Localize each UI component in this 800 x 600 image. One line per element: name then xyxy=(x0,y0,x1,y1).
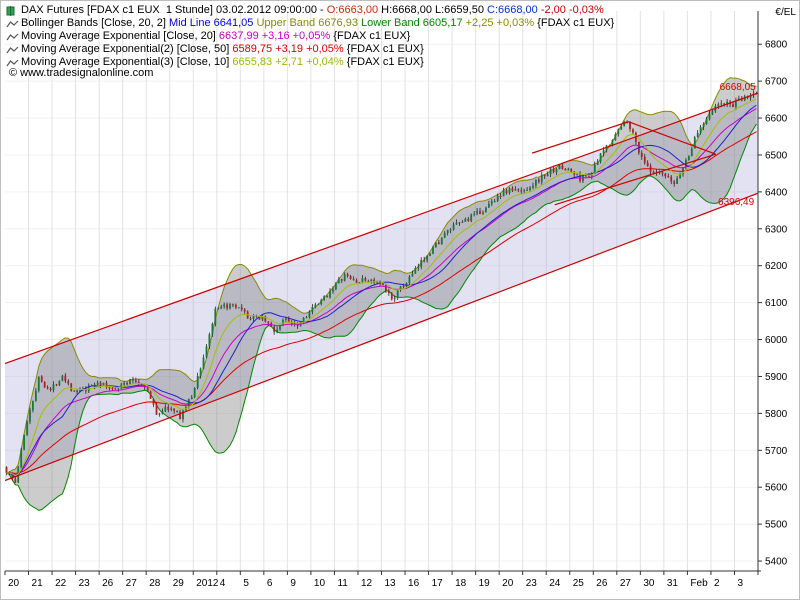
bollinger-legend-line[interactable]: Bollinger Bands [Close, 20, 2] Mid Line … xyxy=(6,17,614,30)
indicator-icon xyxy=(6,32,21,42)
ema10-legend-line[interactable]: Moving Average Exponential(3) [Close, 10… xyxy=(6,56,614,69)
instrument-icon xyxy=(6,5,21,16)
y-axis-tick-label: 5800 xyxy=(765,409,788,420)
y-axis-tick-label: 6200 xyxy=(765,261,788,272)
x-axis-tick-label: 17 xyxy=(432,578,444,589)
trendline-price-label: 6668,05 xyxy=(720,82,757,93)
legend-text: Moving Average Exponential [Close, 20] xyxy=(21,30,219,42)
y-axis-tick-label: 6400 xyxy=(765,187,788,198)
axis-unit-label: €/EL xyxy=(775,7,796,18)
y-axis-tick-label: 6100 xyxy=(765,298,788,309)
price-labels: 6668,05 6396,49 xyxy=(718,82,756,208)
y-axis-tick-label: 6500 xyxy=(765,150,788,161)
pennant-upper[interactable] xyxy=(628,121,717,155)
x-axis-tick-label: 2 xyxy=(714,578,720,589)
x-axis-tick-label: 27 xyxy=(620,578,632,589)
legend-text: {FDAX c1 EUX} xyxy=(346,43,424,55)
y-axis-tick-label: 5400 xyxy=(765,557,788,568)
x-axis-tick-label: 4 xyxy=(220,578,226,589)
legend-text: DAX Futures [FDAX c1 EUX 1 Stunde] 03.02… xyxy=(21,4,327,16)
channel-upper[interactable] xyxy=(5,92,758,365)
x-axis-tick-label: 19 xyxy=(479,578,491,589)
y-axis-tick-label: 6000 xyxy=(765,335,788,346)
ema50-legend-line[interactable]: Moving Average Exponential(2) [Close, 50… xyxy=(6,43,614,56)
x-axis-tick-label: 11 xyxy=(337,578,348,589)
moving-average-lines xyxy=(6,98,757,478)
x-axis-tick-label: 26 xyxy=(102,578,114,589)
x-axis-tick-label: 5 xyxy=(243,578,249,589)
y-axis-tick-label: 5900 xyxy=(765,372,788,383)
x-axis-tick-label: 2012 xyxy=(196,578,219,589)
legend-text: Bollinger Bands [Close, 20, 2] xyxy=(21,17,169,29)
indicator-icon xyxy=(6,45,21,55)
x-axis-tick-label: 12 xyxy=(361,578,373,589)
x-axis-tick-label: 9 xyxy=(290,578,296,589)
trendline-price-label: 6396,49 xyxy=(718,197,755,208)
x-axis-tick-label: 25 xyxy=(573,578,585,589)
x-axis-tick-label: 23 xyxy=(79,578,91,589)
legend-text: Mid Line 6641,05 xyxy=(168,17,257,29)
x-axis-tick-label: 18 xyxy=(455,578,467,589)
legend-text: Moving Average Exponential(2) [Close, 50… xyxy=(21,43,233,55)
legend-text: {FDAX c1 EUX} xyxy=(537,17,615,29)
x-axis-tick-label: 26 xyxy=(596,578,608,589)
x-axis-tick-label: 3 xyxy=(737,578,743,589)
indicator-icon xyxy=(6,19,21,29)
pennant-left[interactable] xyxy=(531,121,629,154)
x-axis-tick-label: 30 xyxy=(643,578,655,589)
legend-text: -2,00 -0,03% xyxy=(540,4,604,16)
x-axis-tick-label: 6 xyxy=(267,578,273,589)
instrument-legend-line[interactable]: DAX Futures [FDAX c1 EUX 1 Stunde] 03.02… xyxy=(6,4,614,17)
legend-text: O:6663,00 xyxy=(326,4,382,16)
legend-text: L:6659,50 xyxy=(435,4,487,16)
legend-text: +2,25 +0,03% xyxy=(465,17,538,29)
x-axis-tick-label: 20 xyxy=(502,578,514,589)
x-axis-tick-label: 16 xyxy=(408,578,420,589)
x-axis-tick-label: 10 xyxy=(314,578,326,589)
ema20-legend-line[interactable]: Moving Average Exponential [Close, 20] 6… xyxy=(6,30,614,43)
y-axis-tick-label: 5700 xyxy=(765,446,788,457)
x-axis-tick-label: 22 xyxy=(55,578,67,589)
y-axis-tick-label: 5500 xyxy=(765,520,788,531)
x-axis-tick-label: 21 xyxy=(32,578,44,589)
x-axis-tick-label: Feb xyxy=(690,578,708,589)
legend-text: Upper Band 6676,93 xyxy=(256,17,362,29)
legend-text: Lower Band 6605,17 xyxy=(361,17,466,29)
x-axis-tick-label: 23 xyxy=(526,578,538,589)
x-axis-tick-label: 13 xyxy=(385,578,397,589)
chart-legend: DAX Futures [FDAX c1 EUX 1 Stunde] 03.02… xyxy=(6,4,614,69)
legend-text: H:6668,00 xyxy=(381,4,435,16)
y-axis-tick-label: 6800 xyxy=(765,40,788,51)
legend-text: {FDAX c1 EUX} xyxy=(333,30,411,42)
y-axis-tick-label: 6700 xyxy=(765,77,788,88)
x-axis-tick-label: 20 xyxy=(8,578,20,589)
y-axis-tick-label: 6600 xyxy=(765,114,788,125)
legend-text: Moving Average Exponential(3) [Close, 10… xyxy=(21,56,233,68)
x-axis-tick-label: 31 xyxy=(667,578,679,589)
copyright-watermark: © www.tradesignalonline.com xyxy=(9,67,154,79)
y-axis-tick-label: 6300 xyxy=(765,224,788,235)
x-axis-tick-label: 28 xyxy=(149,578,161,589)
y-axis-tick-label: 5600 xyxy=(765,483,788,494)
legend-text: 6589,75 +3,19 +0,05% xyxy=(232,43,347,55)
pennant-lower[interactable] xyxy=(554,153,717,206)
trendlines[interactable] xyxy=(5,92,758,482)
legend-text: 6637,99 +3,16 +0,05% xyxy=(218,30,334,42)
channel-lower[interactable] xyxy=(5,192,758,482)
gridlines xyxy=(5,11,758,571)
indicator-icon xyxy=(6,58,21,68)
x-axis-tick-label: 24 xyxy=(549,578,561,589)
legend-text: 6655,83 +2,71 +0,04% xyxy=(232,56,347,68)
axes[interactable]: 6800 6700 6600 6500 6400 6300 6200 6100 6000 5900… xyxy=(4,7,796,589)
legend-text: C:6668,00 xyxy=(487,4,541,16)
x-axis-tick-label: 29 xyxy=(173,578,185,589)
x-axis-tick-label: 27 xyxy=(126,578,138,589)
legend-text: {FDAX c1 EUX} xyxy=(346,56,424,68)
